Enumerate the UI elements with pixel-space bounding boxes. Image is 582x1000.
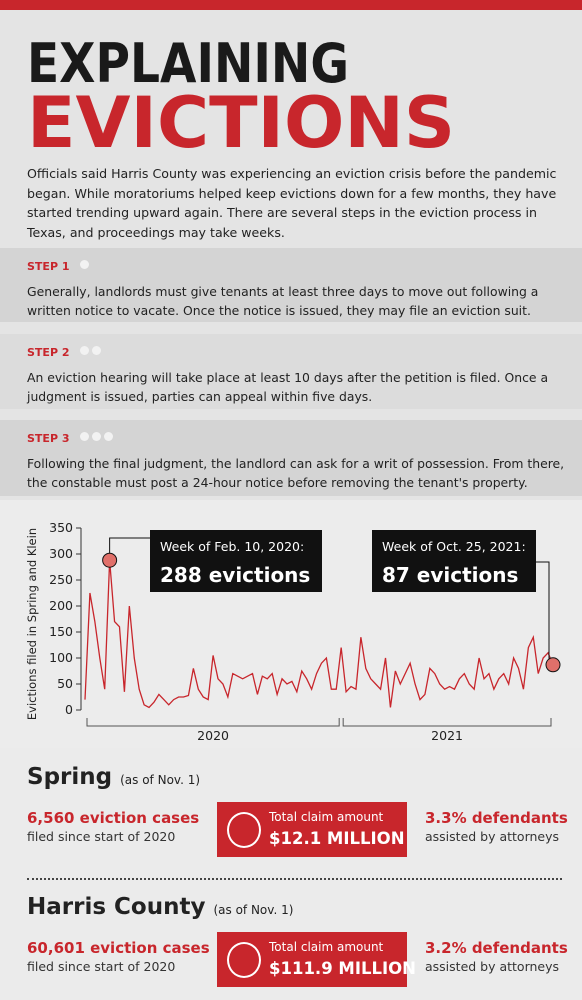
- title: EXPLAINING EVICTIONS: [27, 32, 455, 160]
- claim-value: $12.1 MILLION: [269, 829, 405, 848]
- intro: Officials said Harris County was experie…: [27, 166, 557, 240]
- year-bracket: [342, 718, 552, 727]
- money-icon: [227, 812, 261, 848]
- step-label: STEP 3: [27, 432, 70, 445]
- y-tick-label: 150: [49, 624, 73, 639]
- step-text: An eviction hearing will take place at l…: [27, 370, 549, 404]
- defendants-sub: assisted by attorneys: [425, 959, 560, 974]
- year-bracket: [86, 718, 340, 727]
- y-tick-label: 350: [49, 520, 73, 535]
- claim-box: Total claim amount $111.9 MILLION: [217, 932, 416, 987]
- cases-sub: filed since start of 2020: [27, 959, 176, 974]
- region-name-text: Spring: [27, 764, 113, 790]
- claim-box: Total claim amount $12.1 MILLION: [217, 802, 407, 857]
- step-dots: [80, 432, 116, 441]
- y-tick-label: 0: [65, 702, 73, 717]
- y-tick-label: 100: [49, 650, 73, 665]
- defendants: 3.3% defendants: [425, 809, 568, 827]
- year-label: 2021: [431, 728, 463, 743]
- annotation-value: 288 evictions: [160, 563, 310, 587]
- step-text: Following the final judgment, the landlo…: [27, 456, 565, 490]
- region-name-text: Harris County: [27, 894, 206, 920]
- top-bar: [0, 0, 582, 10]
- line: [84, 560, 554, 709]
- step-dots: [80, 346, 104, 355]
- y-axis-label: Evictions filed in Spring and Klein: [25, 528, 39, 720]
- y-tick-label: 50: [57, 676, 73, 691]
- annotation-value: 87 evictions: [382, 563, 518, 587]
- y-tick-label: 300: [49, 546, 73, 561]
- region-note: (as of Nov. 1): [213, 903, 294, 917]
- claim-value: $111.9 MILLION: [269, 959, 416, 978]
- chart: Evictions filed in Spring and Klein 0 50 1…: [0, 500, 582, 748]
- region-name: Spring (as of Nov. 1): [27, 764, 200, 790]
- step: STEP 3 Following the final judgment, the…: [0, 420, 582, 496]
- annotation-note: Week of Feb. 10, 2020:: [160, 539, 304, 554]
- step-dots: [80, 260, 92, 269]
- step: STEP 1 Generally, landlords must give te…: [0, 248, 582, 322]
- y-tick-label: 250: [49, 572, 73, 587]
- cases-sub: filed since start of 2020: [27, 829, 176, 844]
- step-label: STEP 1: [27, 260, 70, 273]
- annotation-note: Week of Oct. 25, 2021:: [382, 539, 526, 554]
- region-note: (as of Nov. 1): [120, 773, 201, 787]
- region-name: Harris County (as of Nov. 1): [27, 894, 293, 920]
- year-label: 2020: [197, 728, 229, 743]
- defendants-sub: assisted by attorneys: [425, 829, 560, 844]
- title-line1: EXPLAINING: [27, 32, 349, 95]
- money-icon: [227, 942, 261, 978]
- highlight-point: [545, 657, 561, 673]
- defendants: 3.2% defendants: [425, 939, 568, 957]
- y-tick-label: 200: [49, 598, 73, 613]
- highlight-point: [102, 552, 118, 568]
- step-label: STEP 2: [27, 346, 70, 359]
- claim-label: Total claim amount: [269, 810, 384, 824]
- annotation-box: [372, 530, 536, 592]
- divider: [27, 878, 562, 880]
- step: STEP 2 An eviction hearing will take pla…: [0, 334, 582, 409]
- leader: [536, 561, 550, 665]
- title-line2: EVICTIONS: [27, 82, 455, 160]
- claim-label: Total claim amount: [269, 940, 384, 954]
- step-text: Generally, landlords must give tenants a…: [27, 284, 539, 318]
- cases: 60,601 eviction cases: [27, 939, 210, 957]
- cases: 6,560 eviction cases: [27, 809, 200, 827]
- annotation-box: [150, 530, 322, 592]
